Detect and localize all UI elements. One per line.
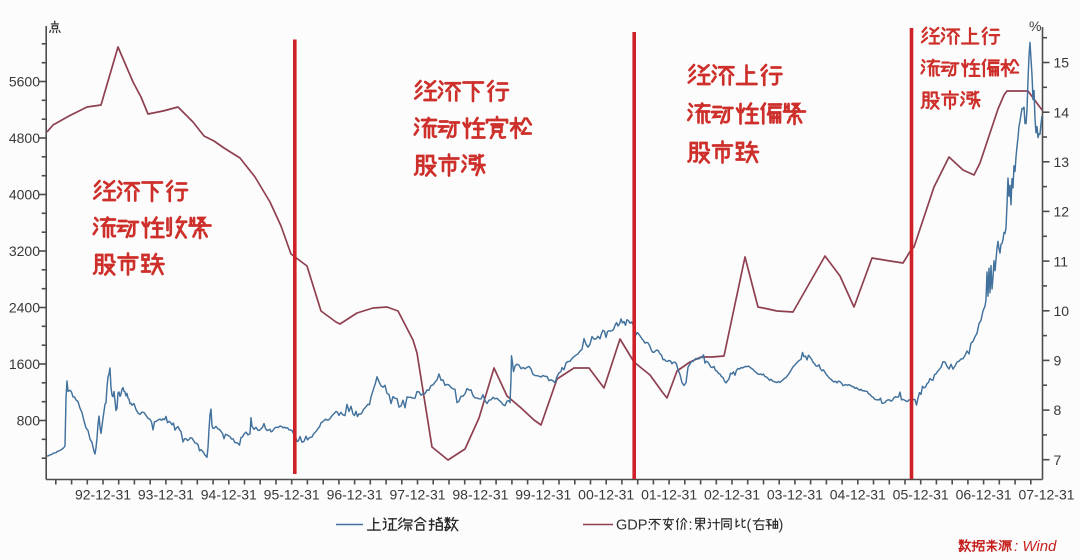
- svg-text:98-12-31: 98-12-31: [452, 487, 508, 503]
- svg-text:15: 15: [1054, 55, 1070, 71]
- svg-text:GDP:: GDP:: [616, 518, 651, 534]
- svg-text:4800: 4800: [9, 130, 40, 146]
- svg-text:8: 8: [1054, 402, 1062, 418]
- svg-text:07-12-31: 07-12-31: [1018, 487, 1074, 503]
- svg-text:03-12-31: 03-12-31: [767, 487, 823, 503]
- svg-text:: Wind: : Wind: [1014, 538, 1057, 555]
- svg-text:99-12-31: 99-12-31: [515, 487, 571, 503]
- svg-text:94-12-31: 94-12-31: [201, 487, 257, 503]
- svg-text:97-12-31: 97-12-31: [389, 487, 445, 503]
- svg-text:14: 14: [1054, 104, 1070, 120]
- svg-text::: :: [689, 518, 693, 534]
- svg-text:10: 10: [1054, 303, 1070, 319]
- svg-text:11: 11: [1054, 253, 1069, 269]
- svg-text:1600: 1600: [9, 356, 40, 372]
- svg-text:06-12-31: 06-12-31: [956, 487, 1012, 503]
- svg-text:12: 12: [1054, 204, 1070, 220]
- svg-text:00-12-31: 00-12-31: [578, 487, 634, 503]
- svg-text:04-12-31: 04-12-31: [830, 487, 886, 503]
- svg-text:96-12-31: 96-12-31: [327, 487, 383, 503]
- svg-text:): ): [779, 518, 784, 534]
- svg-text:3200: 3200: [9, 243, 40, 259]
- svg-text:92-12-31: 92-12-31: [75, 487, 131, 503]
- svg-text:4000: 4000: [9, 187, 40, 203]
- svg-text:93-12-31: 93-12-31: [138, 487, 194, 503]
- svg-text:800: 800: [17, 413, 41, 429]
- svg-text:5600: 5600: [9, 74, 40, 90]
- svg-text:9: 9: [1054, 353, 1062, 369]
- svg-text:%: %: [1029, 18, 1041, 34]
- svg-text:02-12-31: 02-12-31: [704, 487, 760, 503]
- svg-text:05-12-31: 05-12-31: [893, 487, 949, 503]
- svg-text:95-12-31: 95-12-31: [264, 487, 320, 503]
- svg-text:7: 7: [1054, 452, 1062, 468]
- svg-text:2400: 2400: [9, 300, 40, 316]
- svg-text:13: 13: [1054, 154, 1070, 170]
- svg-text:(: (: [747, 518, 752, 534]
- svg-text:01-12-31: 01-12-31: [641, 487, 697, 503]
